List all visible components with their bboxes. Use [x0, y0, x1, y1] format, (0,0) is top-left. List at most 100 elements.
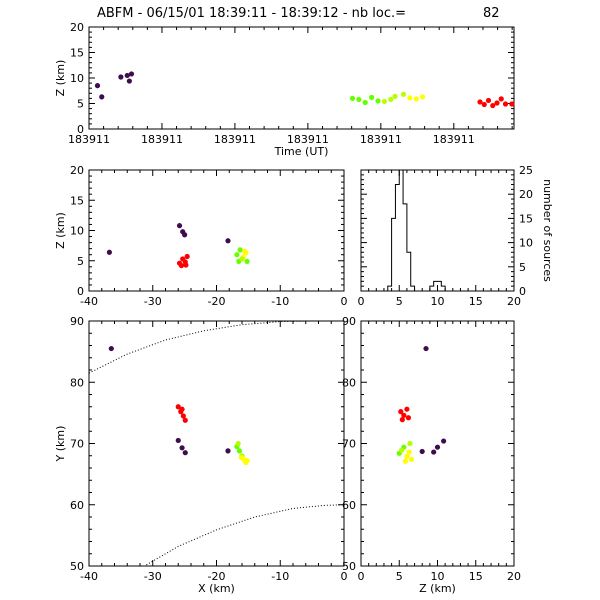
source-point	[398, 409, 404, 415]
source-point	[180, 413, 186, 419]
x-tick-label: -20	[208, 295, 226, 308]
source-point	[225, 238, 231, 244]
source-point	[490, 102, 496, 109]
x-tick-label: 183911	[360, 133, 402, 146]
y-tick-label: 15	[70, 47, 84, 60]
x-tick-label: -30	[144, 570, 162, 583]
source-point	[118, 74, 124, 80]
source-point	[404, 406, 410, 412]
y-tick-label: 70	[342, 438, 356, 451]
source-point	[404, 453, 410, 459]
x-tick-label: 183911	[433, 133, 475, 146]
source-point	[99, 94, 105, 100]
y-axis-title: Z (km)	[54, 212, 67, 249]
source-point	[108, 345, 114, 352]
histogram-step-line	[387, 169, 446, 292]
source-point	[381, 98, 387, 105]
source-point	[237, 247, 243, 253]
x-tick-label: -10	[271, 295, 289, 308]
source-point	[244, 458, 250, 464]
x-tick-label: 20	[507, 295, 521, 308]
x-tick-label: 20	[507, 570, 521, 583]
source-point	[413, 96, 419, 102]
y-tick-label: 60	[342, 499, 356, 512]
y-tick-label: 90	[70, 315, 84, 328]
y-tick-label: 10	[70, 72, 84, 85]
y-tick-label: 50	[342, 560, 356, 573]
source-point	[388, 96, 394, 103]
source-point	[178, 262, 185, 269]
y-tick-label: 5	[77, 98, 84, 111]
source-point	[392, 93, 398, 99]
z-y-panel: 0 5 10 15 20 50 60 70 80 90 Z (km)	[342, 315, 521, 595]
y-tick-label: 10	[70, 225, 84, 238]
source-point	[356, 96, 362, 103]
y-tick-label: 0	[519, 285, 526, 298]
source-point	[362, 99, 368, 106]
source-point	[431, 449, 437, 455]
source-point	[244, 258, 250, 264]
x-tick-label: 183911	[214, 133, 256, 146]
source-point	[349, 95, 356, 101]
source-point	[128, 71, 135, 77]
x-tick-label: 10	[431, 570, 445, 583]
source-point	[441, 438, 447, 444]
y-tick-label: 0	[77, 285, 84, 298]
x-tick-label: -10	[271, 570, 289, 583]
x-tick-label: 10	[431, 295, 445, 308]
x-tick-label: 15	[469, 570, 483, 583]
y-tick-label: 5	[519, 261, 526, 274]
source-point	[481, 101, 487, 108]
source-point	[401, 412, 407, 418]
source-point	[124, 72, 130, 79]
y-tick-label: 25	[519, 164, 533, 177]
y-tick-label: 0	[77, 123, 84, 136]
x-tick-label: -20	[208, 570, 226, 583]
x-axis-title: Time (UT)	[274, 145, 329, 158]
boundary-curve-2	[146, 504, 345, 566]
x-tick-label: 5	[396, 295, 403, 308]
source-point	[106, 249, 112, 255]
x-axis-title: Z (km)	[419, 582, 456, 595]
source-point	[94, 83, 101, 89]
source-point	[239, 256, 245, 262]
y-tick-label: 70	[70, 438, 84, 451]
y-tick-label: 15	[519, 212, 533, 225]
source-point	[405, 415, 412, 421]
source-point	[184, 253, 190, 260]
y-tick-label: 20	[70, 21, 84, 34]
source-point	[175, 437, 181, 444]
source-point	[375, 98, 381, 104]
y-tick-label: 5	[77, 255, 84, 268]
y-axis-title: number of sources	[541, 179, 554, 282]
x-y-panel: -40 -30 -20 -10 0 50 60 70 80 90 X (km) Y (km)	[54, 315, 348, 595]
source-point	[502, 101, 509, 107]
y-tick-label: 60	[70, 499, 84, 512]
y-tick-label: 80	[70, 376, 84, 389]
source-point	[179, 406, 185, 412]
source-point	[400, 91, 407, 97]
source-point	[402, 458, 408, 464]
source-point	[485, 97, 492, 104]
source-point	[234, 252, 240, 258]
source-point	[420, 94, 426, 100]
source-point	[182, 450, 188, 456]
source-point	[407, 95, 413, 101]
x-tick-label: -40	[80, 295, 98, 308]
source-point	[182, 232, 188, 238]
source-point	[179, 445, 185, 451]
x-axis-title: X (km)	[198, 582, 235, 595]
y-axis-title: Z (km)	[54, 60, 67, 97]
source-point	[126, 78, 132, 84]
source-point	[369, 94, 375, 100]
source-point	[398, 447, 405, 453]
source-point	[235, 440, 241, 447]
source-point	[176, 223, 183, 229]
x-tick-label: 0	[358, 570, 365, 583]
x-tick-label: -30	[144, 295, 162, 308]
x-tick-label: 0	[341, 570, 348, 583]
source-point	[494, 100, 500, 106]
y-tick-label: 80	[342, 376, 356, 389]
